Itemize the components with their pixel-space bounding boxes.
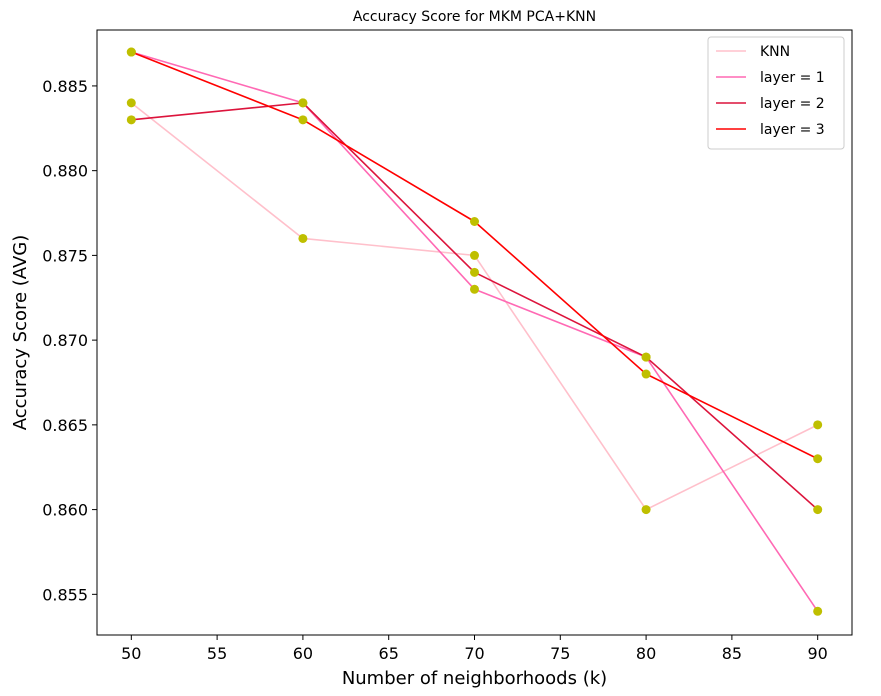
data-point <box>470 284 479 294</box>
x-tick-label: 75 <box>550 644 570 663</box>
x-axis-ticks: 50 55 60 65 70 75 80 85 90 <box>121 635 828 663</box>
data-point <box>813 505 823 515</box>
data-point <box>470 250 479 260</box>
x-tick-label: 65 <box>379 644 399 663</box>
x-tick-label: 70 <box>464 644 484 663</box>
x-tick-label: 85 <box>722 644 742 663</box>
data-point <box>298 98 308 108</box>
data-point <box>813 420 823 430</box>
data-point <box>813 606 823 616</box>
series-markers <box>126 47 823 616</box>
data-point <box>126 98 136 108</box>
data-point <box>641 505 651 515</box>
data-point <box>298 115 308 125</box>
data-point <box>641 352 651 362</box>
data-point <box>813 454 823 464</box>
y-tick-label: 0.880 <box>42 162 88 181</box>
x-tick-label: 80 <box>636 644 656 663</box>
data-point <box>126 115 136 125</box>
y-axis-ticks: 0.855 0.860 0.865 0.870 0.875 0.880 0.885 <box>42 77 97 604</box>
y-tick-label: 0.865 <box>42 416 88 435</box>
y-tick-label: 0.855 <box>42 585 88 604</box>
y-axis-label: Accuracy Score (AVG) <box>10 235 31 431</box>
chart-title: Accuracy Score for MKM PCA+KNN <box>353 9 596 25</box>
x-tick-label: 90 <box>808 644 828 663</box>
x-tick-label: 60 <box>293 644 313 663</box>
y-tick-label: 0.860 <box>42 501 88 520</box>
legend-box <box>707 36 845 150</box>
legend: KNN layer = 1 layer = 2 layer = 3 <box>707 36 845 150</box>
x-tick-label: 55 <box>207 644 227 663</box>
data-point <box>126 47 136 57</box>
legend-label: layer = 2 <box>760 96 825 112</box>
data-point <box>641 369 651 379</box>
x-tick-label: 50 <box>121 644 141 663</box>
legend-label: layer = 3 <box>760 122 825 138</box>
x-axis-label: Number of neighborhoods (k) <box>342 668 607 689</box>
data-point <box>470 216 479 226</box>
legend-label: KNN <box>760 44 790 60</box>
data-point <box>470 267 479 277</box>
y-tick-label: 0.885 <box>42 77 88 96</box>
y-tick-label: 0.875 <box>42 246 88 265</box>
data-point <box>298 233 308 243</box>
y-tick-label: 0.870 <box>42 331 88 350</box>
legend-label: layer = 1 <box>760 70 825 86</box>
